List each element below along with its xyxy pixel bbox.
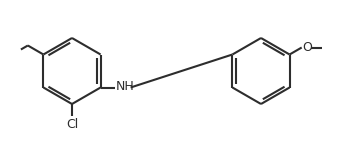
Text: NH: NH — [115, 80, 134, 93]
Text: Cl: Cl — [66, 118, 78, 131]
Text: O: O — [303, 41, 313, 54]
